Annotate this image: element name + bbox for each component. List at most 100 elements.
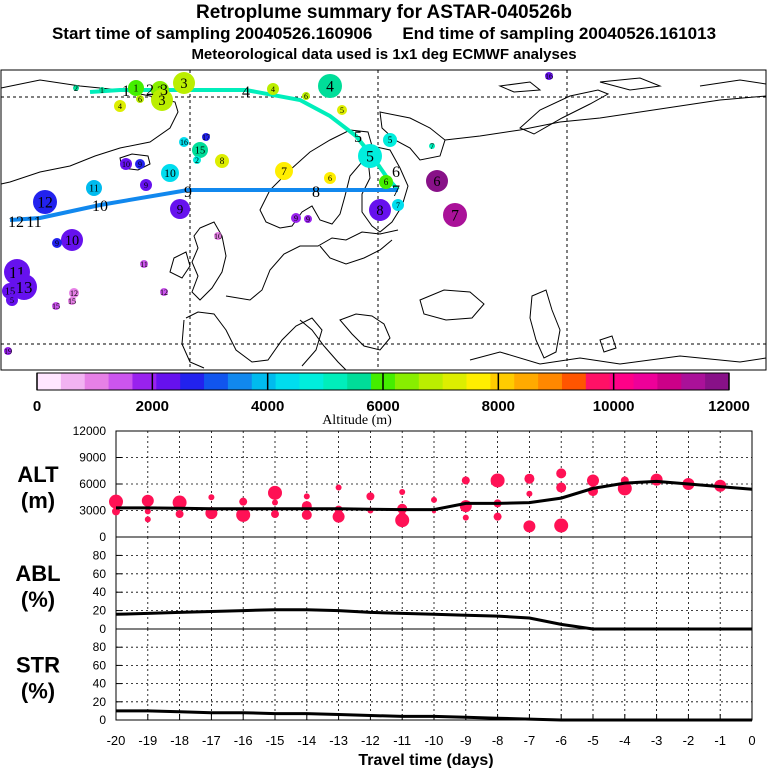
cluster-day-number: 12 — [160, 288, 168, 297]
map-panel: 3231444655567867767815161721010991191210… — [0, 69, 767, 371]
y-tick-label: 20 — [93, 604, 107, 618]
cluster-altitude-point — [399, 488, 406, 495]
x-tick-label: -2 — [683, 733, 695, 748]
y-tick-label: 0 — [99, 713, 106, 727]
cluster-circle — [379, 175, 393, 189]
cluster-circle — [68, 297, 76, 305]
cluster-circle — [337, 105, 347, 115]
timeseries-panels: 030006000900012000ALT(m)020406080ABL(%)0… — [15, 424, 755, 768]
cluster-circle — [4, 347, 12, 355]
cluster-circle — [324, 172, 336, 184]
plume-cluster: 2 — [73, 84, 79, 93]
panel-yunit: (%) — [21, 587, 55, 612]
y-tick-label: 40 — [93, 585, 107, 599]
cluster-circle — [426, 170, 448, 192]
colorbar-swatch — [681, 373, 706, 390]
plume-cluster: 6 — [426, 170, 448, 192]
cluster-altitude-point — [524, 473, 535, 484]
colorbar-tick-label: 8000 — [482, 398, 515, 415]
sampling-times: Start time of sampling 20040526.160906 En… — [0, 24, 768, 44]
cluster-day-number: 4 — [271, 85, 275, 94]
plume-cluster: 2 — [193, 156, 201, 165]
y-tick-label: 40 — [93, 677, 107, 691]
cluster-day-number: 2 — [74, 84, 78, 93]
trajectory-day-label: 7 — [392, 183, 400, 200]
plume-cluster: 7 — [275, 162, 293, 180]
cluster-circle — [135, 159, 145, 169]
cluster-altitude-point — [395, 513, 410, 528]
cluster-day-number: 15 — [5, 287, 15, 298]
cluster-altitude-point — [239, 497, 248, 506]
cluster-day-number: 5 — [340, 106, 344, 115]
mean-altitude-line — [116, 479, 753, 512]
cluster-day-number: 4 — [326, 78, 334, 95]
cluster-altitude-point — [268, 485, 282, 500]
colorbar-swatch — [275, 373, 300, 390]
y-tick-label: 0 — [99, 622, 106, 636]
cluster-day-number: 16 — [180, 138, 188, 147]
panel-str: 0 20 40 60 80 STR(%) — [16, 628, 753, 727]
trajectory-day-label: 3 — [160, 82, 168, 99]
x-tick-label: -18 — [170, 733, 189, 748]
cluster-day-number: 5 — [10, 296, 14, 305]
cluster-day-number: 8 — [376, 203, 383, 219]
cluster-altitude-point — [493, 512, 502, 521]
x-tick-label: -11 — [393, 733, 411, 748]
colorbar-swatch — [37, 373, 62, 390]
cluster-altitude-point — [109, 494, 123, 509]
plume-cluster: 5 — [6, 294, 18, 306]
cluster-day-number: 6 — [328, 174, 332, 183]
cluster-day-number: 6 — [384, 177, 389, 187]
cluster-day-number: 9 — [138, 160, 142, 169]
panel-yunit: (m) — [21, 488, 55, 513]
cluster-altitude-point — [236, 507, 251, 522]
colorbar-swatch — [251, 373, 277, 390]
x-axis: -20 -19 -18 -17 -16 -15 -14 -13 -12 -11 -10 -9 -8 -7-… — [107, 714, 756, 768]
cluster-altitude-point — [272, 499, 278, 506]
colorbar-swatch — [227, 373, 253, 390]
y-tick-label: 80 — [93, 548, 107, 562]
cluster-circle — [443, 203, 467, 227]
colorbar-swatch — [60, 373, 86, 390]
colorbar-tick-label: 4000 — [251, 398, 284, 415]
plume-cluster: 6 — [379, 175, 393, 189]
cluster-circle — [6, 294, 18, 306]
trajectory-day-label: 2 — [146, 82, 154, 99]
cluster-circle — [302, 92, 310, 100]
cluster-circle — [383, 133, 397, 147]
plume-cluster: 16 — [545, 72, 553, 81]
colorbar-tick-label: 2000 — [136, 398, 169, 415]
plume-cluster: 6 — [136, 95, 144, 104]
x-tick-label: -19 — [138, 733, 157, 748]
x-tick-label: -12 — [361, 733, 380, 748]
cluster-altitude-point — [303, 493, 310, 500]
plume-clusters: 3231444655567867767815161721010991191210… — [2, 72, 553, 356]
panel-abl: 0 20 40 60 80 ABL(%) — [15, 536, 753, 636]
x-tick-label: -7 — [524, 733, 536, 748]
x-tick-label: -3 — [651, 733, 663, 748]
cluster-circle — [267, 83, 279, 95]
cluster-day-number: 9 — [177, 202, 184, 217]
plume-cluster: 5 — [383, 133, 397, 147]
plume-cluster: 15 — [68, 297, 76, 306]
cluster-circle — [161, 164, 179, 182]
cluster-day-number: 5 — [388, 135, 393, 145]
plume-cluster: 12 — [69, 288, 79, 298]
plume-cluster: 19 — [4, 347, 12, 356]
cluster-circle — [429, 143, 435, 149]
plume-cluster: 15 — [52, 302, 60, 311]
colorbar-swatch — [132, 373, 157, 390]
cluster-day-number: 5 — [366, 148, 374, 165]
cluster-circle — [545, 72, 553, 80]
plume-cluster: 10 — [214, 232, 222, 241]
colorbar-swatch — [538, 373, 563, 390]
plume-cluster: 12 — [160, 288, 168, 297]
cluster-circle — [140, 179, 152, 191]
cluster-circle — [392, 199, 404, 211]
cluster-altitude-point — [141, 494, 154, 507]
cluster-day-number: 3 — [180, 76, 187, 92]
trajectory-day-label: 6 — [392, 164, 400, 181]
cluster-day-number: 19 — [4, 347, 12, 356]
cluster-altitude-point — [271, 510, 279, 519]
plume-cluster: 9 — [52, 238, 62, 248]
